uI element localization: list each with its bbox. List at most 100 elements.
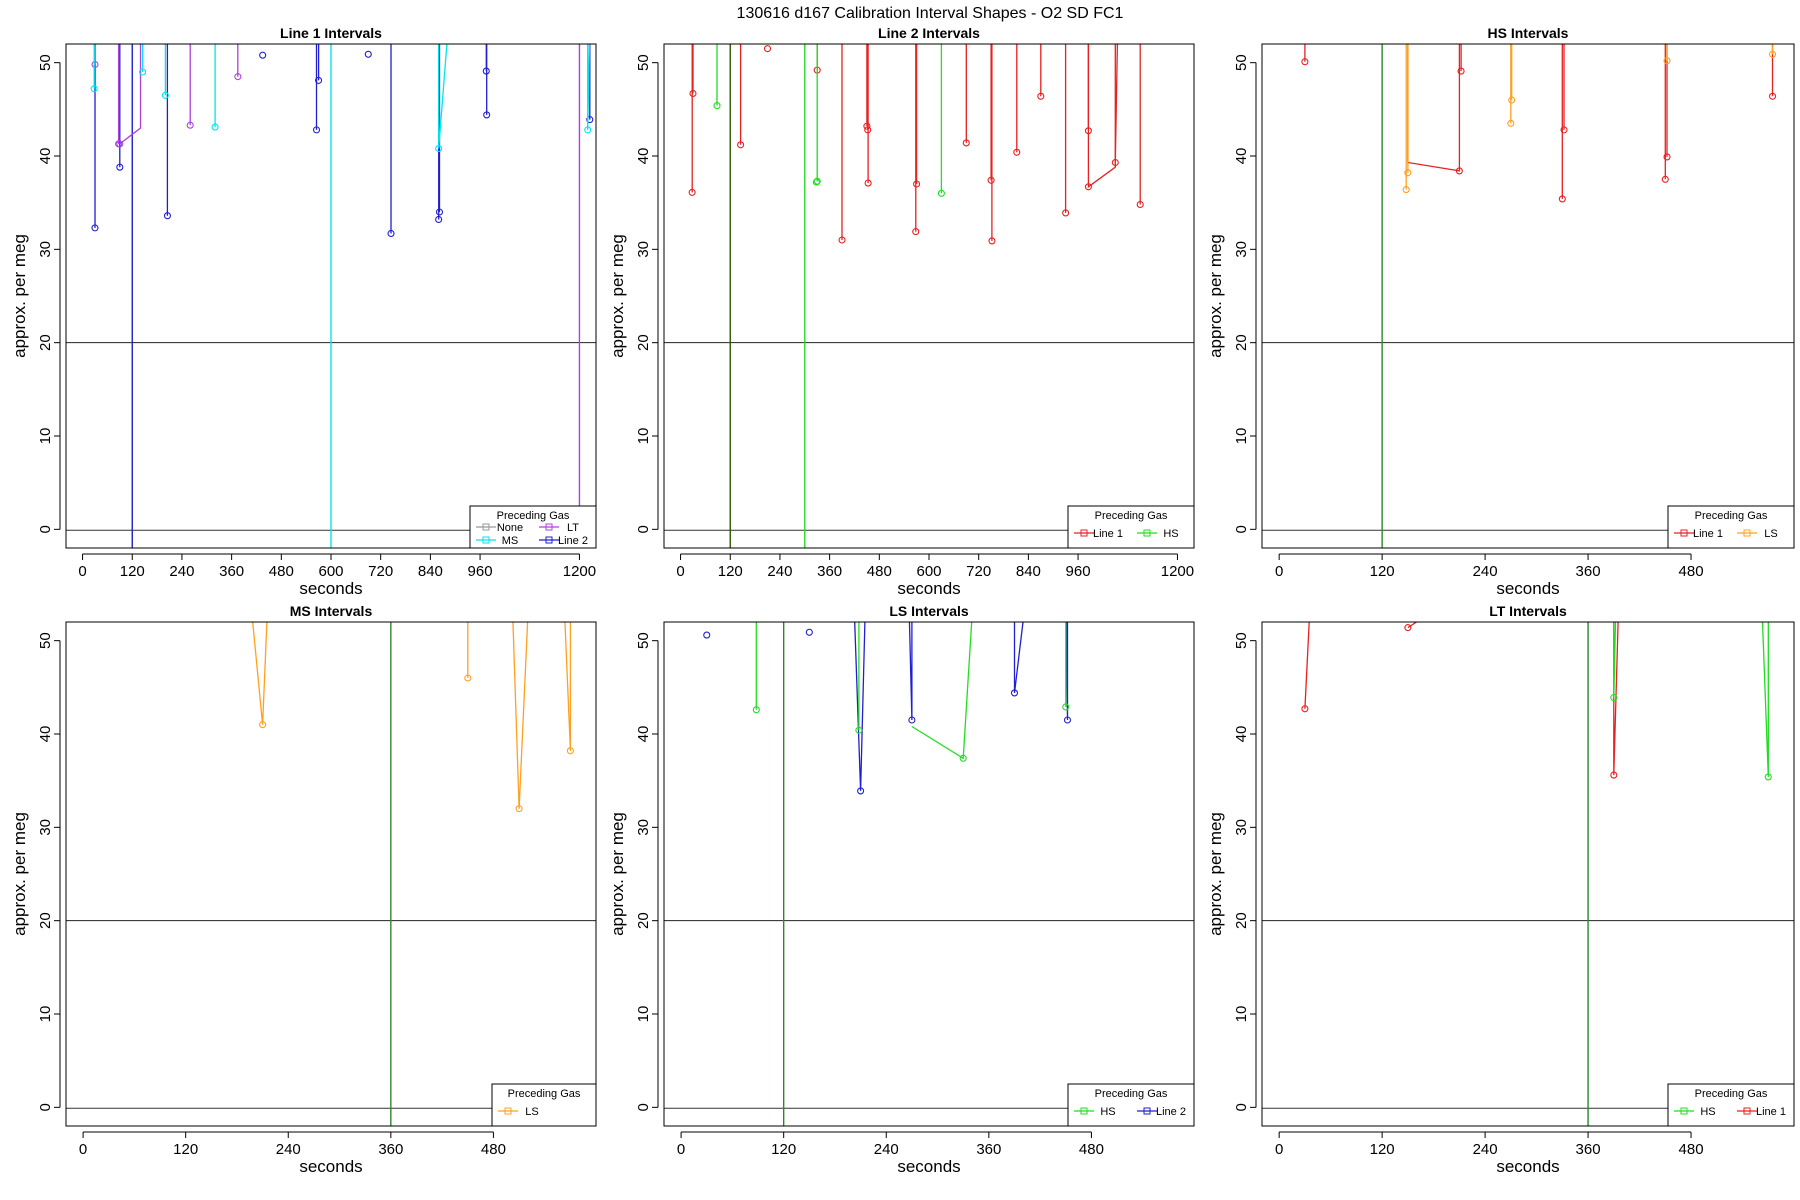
x-axis-label: seconds (299, 1157, 362, 1176)
legend: Preceding Gas LS (491, 1083, 597, 1127)
y-tick-label: 40 (37, 726, 54, 743)
data-point (1508, 96, 1516, 104)
series-line-1 (688, 44, 1144, 245)
data-point (988, 237, 996, 245)
data-point (1136, 200, 1144, 209)
x-tick-label: 0 (1275, 563, 1283, 580)
data-point (566, 747, 574, 755)
data-point (234, 73, 242, 81)
y-tick-label: 50 (37, 54, 54, 71)
x-tick-label: 120 (718, 563, 743, 580)
data-point (959, 754, 967, 762)
x-tick-label: 120 (120, 563, 145, 580)
series-line (119, 44, 142, 145)
chart-panel-5: LS Intervals 0 120 240 360 480 seconds 0 10 20 30 4… (608, 603, 1195, 1176)
x-axis-label: seconds (1496, 1157, 1559, 1176)
legend: Preceding Gas HS Line 1 (1667, 1083, 1795, 1127)
x-tick-label: 360 (378, 1141, 403, 1158)
series-line (564, 622, 572, 751)
plot-frame (1261, 43, 1795, 549)
x-tick-label: 1200 (563, 563, 596, 580)
data-point (116, 140, 124, 148)
data-point (1301, 705, 1309, 713)
data-point (1063, 716, 1072, 724)
plot-area (66, 44, 596, 548)
data-point (855, 726, 863, 734)
legend-entry-label: LT (567, 522, 579, 534)
series-lt (91, 44, 242, 148)
data-point (703, 631, 711, 639)
x-tick-label: 120 (1370, 1141, 1395, 1158)
data-point (962, 139, 970, 147)
x-tick-label: 0 (79, 1141, 87, 1158)
data-point (1610, 694, 1618, 702)
data-point (1610, 771, 1618, 779)
x-tick-label: 360 (817, 563, 842, 580)
legend-swatch-marker (482, 523, 490, 531)
data-point (1560, 126, 1568, 134)
y-axis-label: approx. per meg (608, 812, 627, 936)
data-point (1764, 773, 1772, 781)
legend-entry-label: Line 2 (558, 535, 588, 547)
chart-panel-1: Line 1 Intervals 0 120 240 360 480 600 720 840 96… (10, 25, 597, 598)
y-tick-label: 0 (1233, 1103, 1250, 1111)
x-tick-label: 480 (1079, 1141, 1104, 1158)
series-hs (713, 44, 945, 197)
legend-title: Preceding Gas (1695, 510, 1768, 522)
data-point (435, 215, 443, 224)
plot-area (664, 622, 1194, 1126)
legend-title: Preceding Gas (1095, 1088, 1168, 1100)
data-point (688, 188, 696, 196)
x-tick-label: 720 (966, 563, 991, 580)
legend-title: Preceding Gas (1695, 1088, 1768, 1100)
data-point (259, 51, 267, 59)
y-tick-label: 10 (37, 428, 54, 445)
data-point (1084, 183, 1092, 191)
legend-title: Preceding Gas (508, 1088, 581, 1100)
y-tick-label: 30 (37, 241, 54, 258)
legend-box (1067, 1083, 1195, 1127)
y-tick-label: 20 (37, 912, 54, 929)
plot-frame (663, 621, 1195, 1127)
y-tick-label: 0 (37, 525, 54, 533)
x-tick-label: 360 (219, 563, 244, 580)
data-point (1558, 195, 1566, 203)
data-point (1062, 209, 1070, 217)
y-tick-label: 10 (1233, 1006, 1250, 1023)
legend-title: Preceding Gas (1095, 510, 1168, 522)
y-axis-label: approx. per meg (10, 812, 29, 936)
data-point (435, 144, 443, 153)
data-point (737, 141, 745, 149)
data-point (586, 116, 594, 124)
data-point (813, 177, 821, 185)
data-point (211, 123, 219, 131)
legend-swatch-marker (1143, 1107, 1151, 1115)
legend-swatch-marker (1680, 1107, 1688, 1115)
panel-title: Line 1 Intervals (280, 25, 382, 41)
legend-swatch-marker (1680, 529, 1688, 537)
x-tick-label: 720 (368, 563, 393, 580)
y-tick-label: 40 (635, 726, 652, 743)
data-point (1507, 119, 1515, 127)
y-tick-label: 30 (37, 819, 54, 836)
panel-title: LS Intervals (889, 603, 969, 619)
legend-swatch-marker (482, 536, 490, 544)
y-tick-label: 30 (635, 241, 652, 258)
legend-entry-label: HS (1100, 1106, 1115, 1118)
x-tick-label: 840 (418, 563, 443, 580)
legend-box (1067, 505, 1195, 549)
x-tick-label: 480 (269, 563, 294, 580)
legend-entry-label: Line 1 (1093, 528, 1123, 540)
y-tick-label: 50 (635, 632, 652, 649)
legend-swatch-marker (1743, 1107, 1751, 1115)
plot-area (66, 622, 596, 1126)
series-hs (752, 622, 1070, 762)
legend-entry-label: Line 1 (1693, 528, 1723, 540)
series-line (1013, 622, 1024, 693)
data-point (1768, 92, 1777, 100)
x-tick-label: 960 (468, 563, 493, 580)
series-line (1304, 622, 1310, 709)
data-point (713, 102, 721, 110)
series-line (908, 622, 913, 721)
